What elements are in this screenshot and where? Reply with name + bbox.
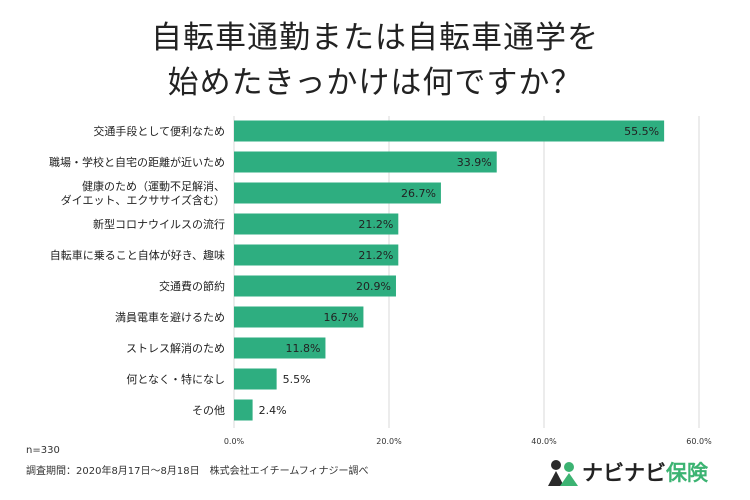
category-label: 新型コロナウイルスの流行 [93,217,225,231]
category-label: 自転車に乗ること自体が好き、趣味 [50,248,225,262]
category-label: 職場・学校と自宅の距離が近いため [49,155,225,169]
bar [234,399,253,421]
category-label: 交通費の節約 [159,279,225,293]
bar [234,182,441,204]
category-label: 満員電車を避けるため [115,310,225,324]
brand-name-part-b: 保険 [666,461,708,485]
chart-title-line1: 自転車通勤または自転車通学を [151,20,599,56]
data-label: 16.7% [323,311,358,324]
x-tick-label: 40.0% [531,437,557,446]
bar [234,337,326,359]
category-label: 健康のため（運動不足解消、 [82,179,225,193]
x-tick-label: 20.0% [376,437,402,446]
data-label: 55.5% [624,125,659,138]
bar [234,244,399,266]
brand-name: ナビナビ保険 [582,457,708,487]
brand-logo: ナビナビ保険 [548,452,708,492]
sample-size: n=330 [26,445,60,456]
bar [234,213,399,235]
data-label: 21.2% [358,249,393,262]
x-tick-label: 0.0% [224,437,245,446]
x-tick-label: 60.0% [686,437,712,446]
data-label: 20.9% [356,280,391,293]
data-label: 33.9% [457,156,492,169]
survey-note: 調査期間：2020年8月17日〜8月18日 株式会社エイチームフィナジー調べ [26,466,369,477]
brand-name-part-a: ナビナビ [582,461,666,485]
bar [234,120,665,142]
chart-title: 自転車通勤または自転車通学を 始めたきっかけは何ですか？ [0,16,750,106]
people-icon [548,460,578,486]
bar [234,306,364,328]
bar [234,275,396,297]
category-label: その他 [192,404,225,417]
chart-title-line2: 始めたきっかけは何ですか？ [167,65,583,101]
category-label: 交通手段として便利なため [93,124,225,138]
bar [234,368,277,390]
category-label: ストレス解消のため [126,341,225,355]
data-label: 11.8% [285,342,320,355]
category-label: 何となく・特になし [126,372,225,386]
bar [234,151,497,173]
data-label: 26.7% [401,187,436,200]
data-label: 21.2% [358,218,393,231]
category-label: ダイエット、エクササイズ含む） [61,193,225,207]
data-label: 2.4% [259,404,287,417]
data-label: 5.5% [283,373,311,386]
